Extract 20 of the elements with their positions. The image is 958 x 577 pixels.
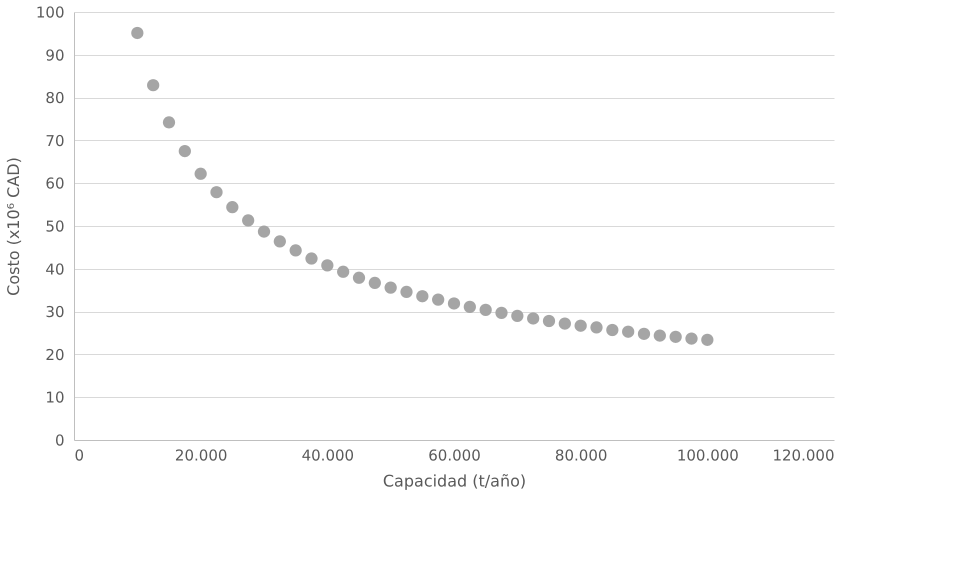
y-tick-label: 90 — [45, 46, 64, 64]
y-tick-label: 0 — [54, 432, 64, 450]
x-tick-label: 80.000 — [554, 446, 608, 464]
y-tick-label: 30 — [45, 303, 64, 322]
x-tick-label: 60.000 — [428, 446, 481, 464]
x-axis-title: Capacidad (t/año) — [382, 472, 526, 490]
y-tick-label: 60 — [45, 174, 64, 193]
x-tick-label: 0 — [74, 446, 84, 464]
y-tick-label: 10 — [45, 388, 64, 407]
x-tick-label: 120.000 — [772, 446, 834, 464]
y-tick-label: 80 — [45, 89, 64, 108]
y-tick-label: 100 — [36, 4, 64, 22]
x-tick-label: 40.000 — [302, 446, 354, 464]
y-tick-label: 40 — [45, 260, 64, 278]
x-tick-label: 20.000 — [174, 446, 228, 464]
y-tick-label: 70 — [45, 132, 64, 150]
x-tick-label: 100.000 — [676, 446, 739, 464]
y-tick-label: 20 — [45, 346, 64, 364]
y-tick-label: 50 — [45, 218, 64, 236]
y-axis-title: Costo (x10⁶ CAD) — [4, 157, 23, 296]
